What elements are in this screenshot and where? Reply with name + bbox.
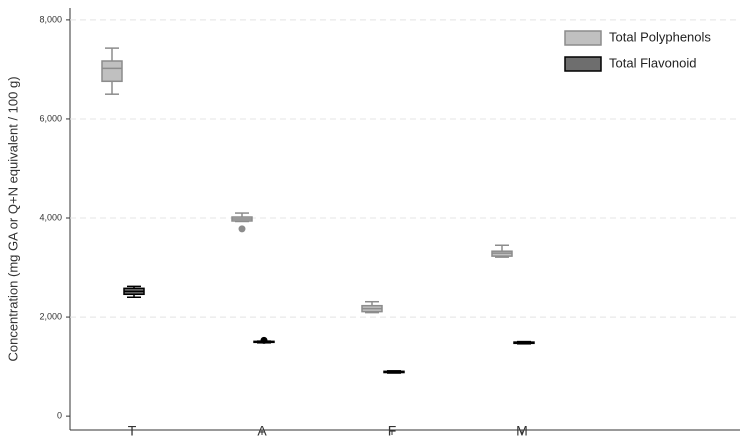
x-tick-label: T bbox=[128, 423, 137, 439]
legend-swatch bbox=[564, 56, 602, 72]
legend-label: Total Polyphenols bbox=[609, 29, 711, 44]
outlier bbox=[260, 336, 268, 344]
x-tick-label: M bbox=[516, 423, 528, 439]
y-tick-label: 4,000 bbox=[39, 212, 62, 222]
x-tick-label: F bbox=[388, 423, 397, 439]
y-tick-label: 0 bbox=[57, 411, 62, 421]
box bbox=[101, 60, 123, 83]
y-axis-label: Concentration (mg GA or Q+N equivalent /… bbox=[5, 76, 20, 361]
legend-swatch bbox=[564, 30, 602, 46]
y-tick-label: 2,000 bbox=[39, 311, 62, 321]
outlier bbox=[238, 225, 246, 233]
y-tick-label: 6,000 bbox=[39, 113, 62, 123]
legend-label: Total Flavonoid bbox=[609, 55, 696, 70]
y-tick-label: 8,000 bbox=[39, 14, 62, 24]
x-tick-label: A bbox=[257, 423, 267, 439]
